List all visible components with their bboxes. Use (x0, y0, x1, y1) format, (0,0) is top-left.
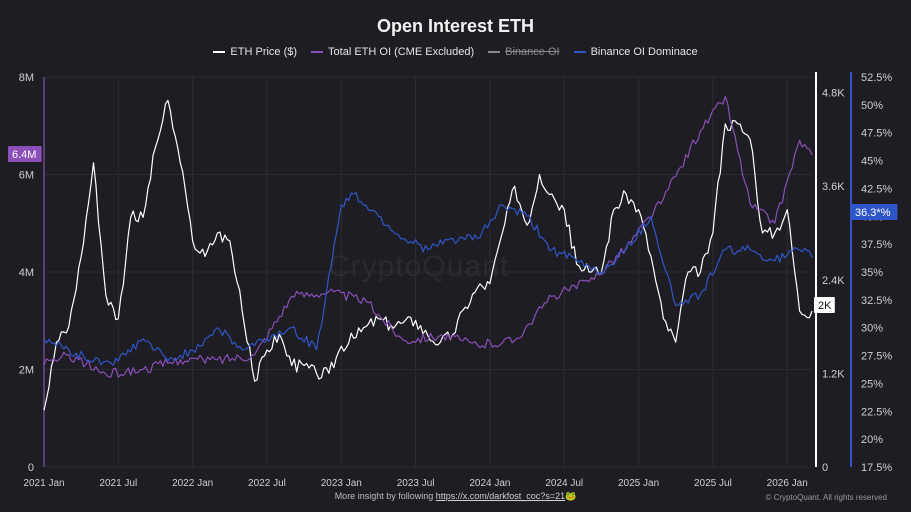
x-tick-label: 2022 Jan (172, 478, 213, 489)
legend-item[interactable]: Total ETH OI (CME Excluded) (311, 46, 474, 58)
y-dominance-tick-label: 50% (861, 100, 883, 112)
y-dominance-tick-label: 32.5% (861, 295, 892, 307)
x-tick-label: 2025 Jul (694, 478, 732, 489)
legend-label: Binance OI Dominace (590, 46, 698, 58)
y-dominance-tick-label: 47.5% (861, 128, 892, 140)
series-line (43, 192, 813, 366)
frog-emoji-icon: 🐸 (565, 491, 577, 501)
y-dominance-tick-label: 52.5% (861, 72, 892, 84)
series-line (43, 95, 813, 378)
copyright: © CryptoQuant. All rights reserved (765, 493, 888, 502)
chart-legend: ETH Price ($) Total ETH OI (CME Excluded)… (0, 46, 911, 58)
y-price-tick-label: 4.8K (822, 88, 845, 100)
watermark: CryptoQuant (328, 250, 510, 283)
x-tick-label: 2021 Jan (23, 478, 64, 489)
y-left-tick-label: 8M (19, 72, 34, 84)
y-price-tick-label: 1.2K (822, 368, 845, 380)
legend-item[interactable]: ETH Price ($) (213, 46, 297, 58)
badge-dominance-value: 36.3*% (855, 207, 891, 219)
y-dominance-tick-label: 22.5% (861, 406, 892, 418)
y-left-tick-label: 2M (19, 365, 34, 377)
y-dominance-tick-label: 37.5% (861, 239, 892, 251)
x-tick-label: 2024 Jan (469, 478, 510, 489)
badge-left-value: 6.4M (12, 149, 36, 161)
legend-swatch (573, 51, 586, 53)
footer-link[interactable]: https://x.com/darkfost_coc?s=21 (435, 491, 566, 501)
legend-item[interactable]: Binance OI (488, 46, 560, 58)
x-tick-label: 2025 Jan (618, 478, 659, 489)
badge-price-value: 2K (818, 300, 832, 312)
x-tick-label: 2023 Jul (397, 478, 435, 489)
x-tick-label: 2022 Jul (248, 478, 286, 489)
legend-swatch (213, 51, 226, 53)
legend-label: Binance OI (505, 46, 560, 58)
y-left-tick-label: 0 (28, 462, 34, 474)
y-dominance-tick-label: 20% (861, 434, 883, 446)
legend-label: ETH Price ($) (230, 46, 298, 58)
y-dominance-tick-label: 17.5% (861, 462, 892, 474)
footer-note: More insight by following https://x.com/… (0, 491, 911, 502)
x-tick-label: 2024 Jul (545, 478, 583, 489)
x-tick-label: 2026 Jan (767, 478, 808, 489)
legend-swatch (311, 51, 324, 53)
y-dominance-tick-label: 42.5% (861, 183, 892, 195)
y-price-tick-label: 3.6K (822, 181, 845, 193)
series-line (43, 99, 813, 411)
y-dominance-tick-label: 30% (861, 323, 883, 335)
legend-item[interactable]: Binance OI Dominace (573, 46, 698, 58)
badge-dominance-value-box (851, 204, 898, 220)
legend-swatch (488, 51, 501, 53)
y-left-tick-label: 6M (19, 170, 34, 182)
y-price-tick-label: 2.4K (822, 275, 845, 287)
x-tick-label: 2021 Jul (99, 478, 137, 489)
y-dominance-tick-label: 27.5% (861, 351, 892, 363)
x-tick-label: 2023 Jan (321, 478, 362, 489)
badge-price-value-box (814, 297, 835, 313)
y-dominance-tick-label: 25% (861, 378, 883, 390)
badge-left-value-box (8, 146, 42, 162)
footer-text: More insight by following (334, 491, 434, 501)
chart-title: Open Interest ETH (376, 16, 535, 36)
y-dominance-tick-label: 45% (861, 156, 883, 168)
y-dominance-tick-label: 35% (861, 267, 883, 279)
y-left-tick-label: 4M (19, 267, 34, 279)
legend-label: Total ETH OI (CME Excluded) (328, 46, 475, 58)
y-price-tick-label: 0 (822, 462, 828, 474)
